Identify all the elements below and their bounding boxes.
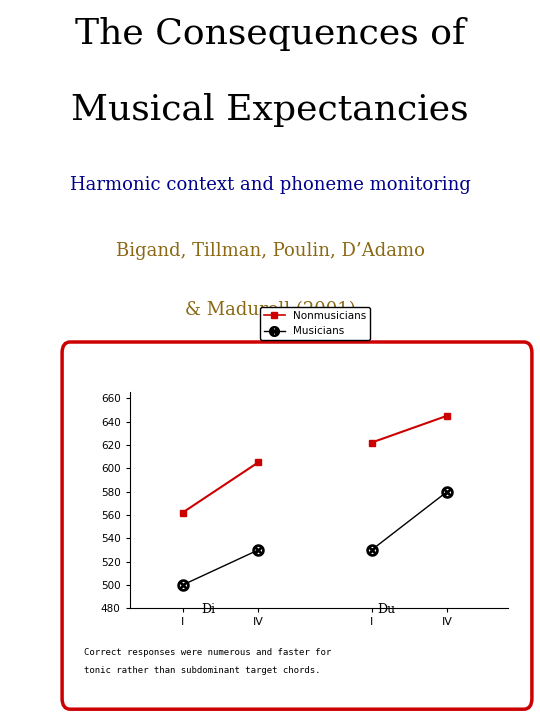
Text: tonic rather than subdominant target chords.: tonic rather than subdominant target cho… [84, 666, 320, 675]
Text: Musical Expectancies: Musical Expectancies [71, 94, 469, 127]
Text: Correct responses were numerous and faster for: Correct responses were numerous and fast… [84, 648, 331, 657]
Text: Harmonic context and phoneme monitoring: Harmonic context and phoneme monitoring [70, 176, 470, 194]
Text: Di: Di [201, 603, 215, 616]
Text: The Consequences of: The Consequences of [75, 17, 465, 51]
Text: Bigand, Tillman, Poulin, D’Adamo: Bigand, Tillman, Poulin, D’Adamo [116, 242, 424, 260]
Text: Du: Du [377, 603, 395, 616]
Legend: Nonmusicians, Musicians: Nonmusicians, Musicians [260, 307, 370, 341]
Text: & Madurell (2001): & Madurell (2001) [185, 301, 355, 319]
